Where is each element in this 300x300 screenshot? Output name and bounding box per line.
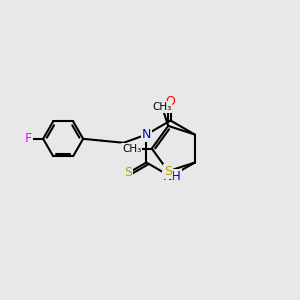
- Text: CH₃: CH₃: [152, 102, 172, 112]
- Text: O: O: [166, 95, 176, 108]
- Text: N: N: [142, 128, 151, 141]
- Text: CH₃: CH₃: [122, 143, 141, 154]
- Text: S: S: [164, 165, 172, 178]
- Text: NH: NH: [162, 170, 181, 183]
- Text: F: F: [25, 132, 32, 145]
- Text: S: S: [124, 166, 133, 179]
